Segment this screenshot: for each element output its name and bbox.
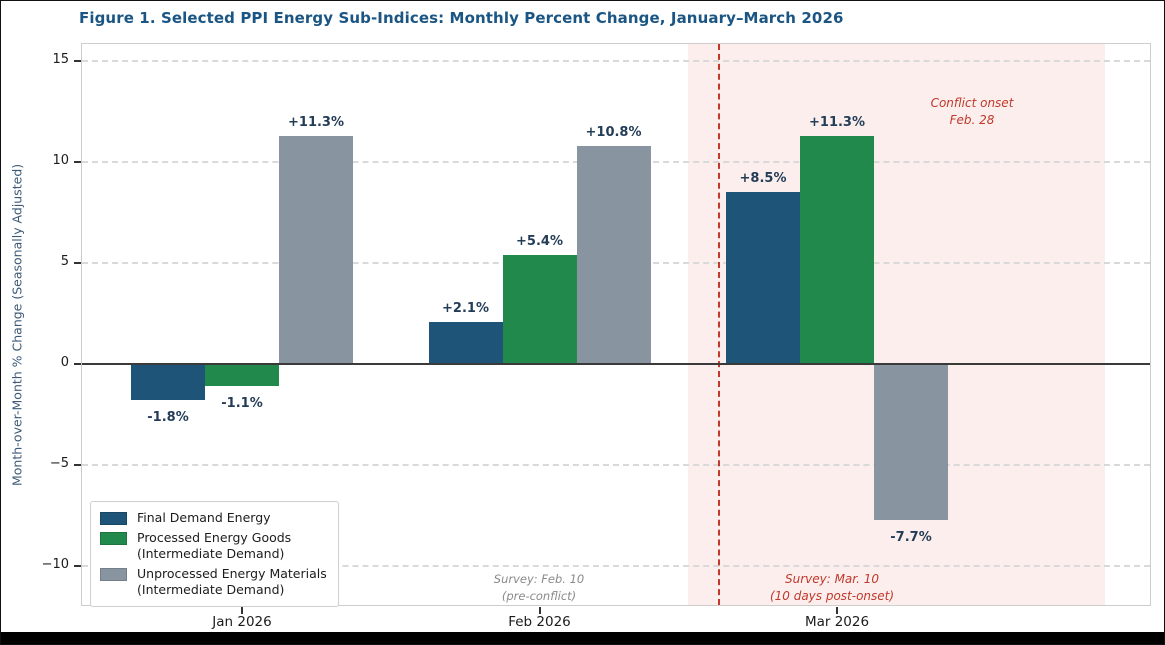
legend-item-final-demand-energy: Final Demand Energy [100, 510, 327, 526]
bar-value-label: +11.3% [809, 114, 865, 130]
y-tick-mark [74, 464, 81, 466]
legend-label-line: Processed Energy Goods [137, 530, 292, 545]
annotation-conflict-onset: Conflict onset Feb. 28 [862, 95, 1082, 129]
zero-line [82, 363, 1150, 365]
legend-swatch-blue [100, 512, 127, 525]
bar-value-label: +10.8% [585, 124, 642, 140]
y-tick-label: 15 [52, 52, 69, 67]
y-tick-label: 10 [52, 153, 69, 168]
final-demand-energy-bar-feb-2026 [428, 321, 503, 364]
y-tick-label: 0 [60, 355, 69, 370]
bar-value-label: +11.3% [288, 114, 344, 130]
annotation-survey-feb: Survey: Feb. 10 (pre-conflict) [429, 571, 649, 605]
unprocessed-energy-materials-intermediate-demand-bar-mar-2026 [874, 364, 948, 520]
y-tick-label: −5 [49, 456, 69, 471]
final-demand-energy-bar-jan-2026 [131, 364, 205, 401]
x-tick-label-feb-2026: Feb 2026 [508, 614, 571, 630]
y-tick-mark [74, 161, 81, 163]
annotation-survey-mar: Survey: Mar. 10 (10 days post-onset) [722, 571, 942, 605]
bar-value-label: -1.1% [221, 396, 263, 412]
annotation-line: (pre-conflict) [501, 589, 577, 603]
legend-swatch-green [100, 532, 127, 545]
legend: Final Demand Energy Processed Energy Goo… [90, 501, 339, 607]
bar-value-label: +8.5% [739, 171, 787, 187]
processed-energy-goods-intermediate-demand-bar-mar-2026 [800, 135, 874, 364]
legend-label-line: Final Demand Energy [137, 510, 271, 525]
y-tick-mark [74, 60, 81, 62]
y-tick-label: −10 [41, 557, 69, 572]
bar-value-label: +5.4% [516, 233, 563, 249]
y-axis-label: Month-over-Month % Change (Seasonally Ad… [9, 163, 25, 486]
gridline-y-10 [82, 565, 1150, 567]
processed-energy-goods-intermediate-demand-bar-jan-2026 [205, 364, 279, 387]
y-tick-mark [74, 565, 81, 567]
annotation-line: Feb. 28 [949, 113, 995, 127]
unprocessed-energy-materials-intermediate-demand-bar-feb-2026 [576, 145, 651, 364]
legend-label-line: (Intermediate Demand) [137, 546, 285, 561]
annotation-line: (10 days post-onset) [769, 589, 895, 603]
annotation-line: Survey: Feb. 10 [493, 572, 585, 586]
legend-item-processed-energy-goods: Processed Energy Goods (Intermediate Dem… [100, 530, 327, 562]
legend-label-line: (Intermediate Demand) [137, 582, 285, 597]
legend-label-line: Unprocessed Energy Materials [137, 566, 327, 581]
x-tick-mark [241, 607, 243, 614]
bar-value-label: -1.8% [147, 410, 189, 426]
y-tick-mark [74, 363, 81, 365]
gridline-y15 [82, 60, 1150, 62]
bottom-black-bar [1, 632, 1164, 644]
y-tick-mark [74, 262, 81, 264]
x-tick-label-jan-2026: Jan 2026 [212, 614, 272, 630]
annotation-line: Survey: Mar. 10 [784, 572, 880, 586]
annotation-line: Conflict onset [930, 96, 1014, 110]
conflict-onset-line [718, 44, 720, 605]
bar-value-label: -7.7% [890, 529, 932, 545]
y-tick-label: 5 [60, 254, 69, 269]
legend-swatch-gray [100, 568, 127, 581]
plot-area: Final Demand Energy Processed Energy Goo… [42, 43, 1151, 630]
legend-item-unprocessed-energy-materials: Unprocessed Energy Materials (Intermedia… [100, 566, 327, 598]
figure-title: Figure 1. Selected PPI Energy Sub-Indice… [79, 9, 844, 27]
processed-energy-goods-intermediate-demand-bar-feb-2026 [502, 254, 577, 364]
x-tick-mark [538, 607, 541, 614]
x-tick-label-mar-2026: Mar 2026 [804, 614, 870, 630]
bar-value-label: +2.1% [442, 300, 489, 316]
x-tick-mark [836, 607, 838, 614]
gridline-y-5 [82, 464, 1150, 466]
unprocessed-energy-materials-intermediate-demand-bar-jan-2026 [279, 135, 353, 364]
final-demand-energy-bar-mar-2026 [726, 192, 800, 364]
